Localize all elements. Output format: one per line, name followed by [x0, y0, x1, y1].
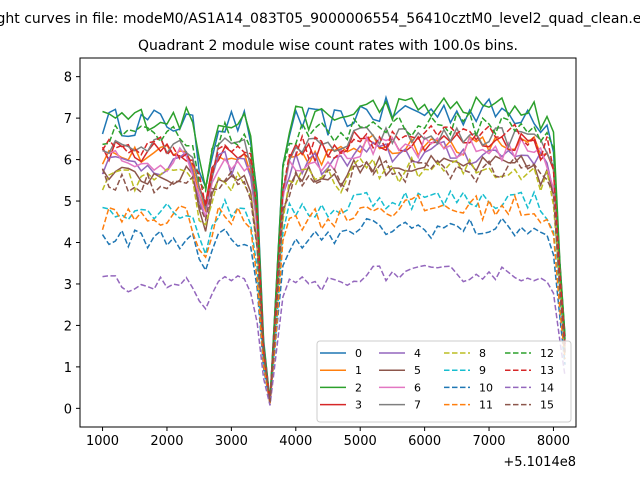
x-offset-label: +5.1014e8: [503, 455, 576, 470]
axes-frame: [79, 57, 577, 428]
legend-label-8: 8: [479, 347, 486, 360]
series-line-11: [101, 193, 566, 404]
y-tick-label: 0: [64, 402, 72, 417]
x-tick-label: 3000: [215, 434, 248, 449]
legend-box: [316, 340, 572, 423]
series-line-10: [101, 216, 566, 405]
series-line-8: [101, 155, 566, 403]
series-line-12: [102, 110, 566, 402]
x-tick-label: 8000: [537, 434, 570, 449]
legend-label-4: 4: [414, 347, 421, 360]
series-line-3: [101, 129, 566, 403]
legend-label-1: 1: [355, 364, 362, 377]
y-tick-label: 1: [64, 361, 72, 376]
y-axis-ticks: 0 1 2 3 4 5 6 7 8: [64, 71, 80, 417]
legend-label-9: 9: [479, 364, 486, 377]
y-tick-label: 5: [64, 195, 72, 210]
x-tick-label: 7000: [472, 434, 505, 449]
legend-label-14: 14: [540, 381, 554, 394]
y-tick-label: 4: [64, 237, 72, 252]
x-tick-label: 1000: [86, 434, 119, 449]
legend-label-13: 13: [540, 364, 554, 377]
y-tick-label: 6: [64, 154, 72, 169]
legend-label-6: 6: [414, 381, 421, 394]
legend-label-3: 3: [355, 399, 362, 412]
x-tick-label: 4000: [279, 434, 312, 449]
y-tick-label: 7: [64, 112, 72, 127]
legend-label-11: 11: [479, 399, 493, 412]
legend-label-15: 15: [540, 399, 554, 412]
x-axis-ticks: 1000 2000 3000 4000 5000 6000 7000 8000: [86, 427, 570, 449]
legend-label-12: 12: [540, 347, 554, 360]
series-line-15: [101, 156, 566, 403]
y-tick-label: 2: [64, 319, 72, 334]
y-tick-label: 8: [64, 71, 72, 86]
series-line-7: [102, 126, 566, 402]
x-tick-label: 6000: [408, 434, 441, 449]
plot-lines: [101, 94, 566, 406]
suptitle: Light curves in file: modeM0/AS1A14_083T…: [0, 11, 640, 27]
legend-label-0: 0: [355, 347, 362, 360]
legend-label-2: 2: [355, 381, 362, 394]
y-tick-label: 3: [64, 278, 72, 293]
series-line-14: [102, 264, 566, 406]
legend-label-7: 7: [414, 399, 421, 412]
chart-title: Quadrant 2 module wise count rates with …: [138, 38, 518, 54]
legend-label-10: 10: [479, 381, 493, 394]
series-line-5: [101, 154, 566, 403]
x-tick-label: 2000: [150, 434, 183, 449]
series-line-13: [101, 123, 566, 402]
series-line-2: [102, 95, 566, 401]
x-tick-label: 5000: [344, 434, 377, 449]
legend-label-5: 5: [414, 364, 421, 377]
